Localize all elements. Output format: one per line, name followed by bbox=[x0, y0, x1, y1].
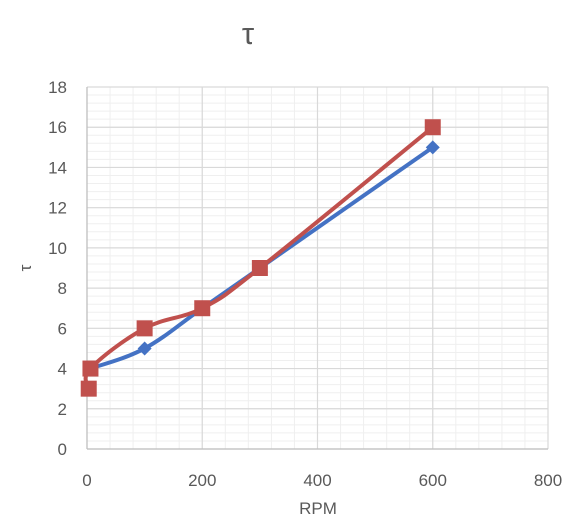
y-tick-label: 0 bbox=[58, 440, 67, 459]
y-axis-tick-labels: 0 2 4 6 8 10 12 14 16 18 bbox=[48, 78, 67, 459]
x-tick-label: 0 bbox=[82, 471, 91, 490]
y-tick-label: 14 bbox=[48, 158, 67, 177]
x-tick-label: 800 bbox=[534, 471, 562, 490]
series-2-square-marker bbox=[136, 320, 153, 337]
x-tick-label: 400 bbox=[303, 471, 331, 490]
x-tick-label: 600 bbox=[419, 471, 447, 490]
y-tick-label: 2 bbox=[58, 400, 67, 419]
series-layer bbox=[80, 119, 441, 397]
series-2 bbox=[80, 119, 441, 397]
series-2-line bbox=[83, 125, 435, 391]
y-tick-label: 8 bbox=[58, 279, 67, 298]
series-2-square-marker bbox=[251, 260, 268, 276]
series-1-diamond-marker bbox=[425, 140, 440, 155]
y-tick-label: 10 bbox=[48, 239, 67, 258]
series-1-diamond-marker bbox=[137, 341, 152, 356]
series-2-square-marker bbox=[424, 119, 441, 136]
y-tick-label: 16 bbox=[48, 118, 67, 137]
y-axis-title: τ bbox=[16, 264, 35, 271]
y-tick-label: 12 bbox=[48, 199, 67, 218]
series-2-square-marker bbox=[82, 360, 99, 377]
x-tick-label: 200 bbox=[188, 471, 216, 490]
y-tick-label: 6 bbox=[58, 319, 67, 338]
x-axis-tick-labels: 0 200 400 600 800 bbox=[82, 471, 562, 490]
series-2-square-marker bbox=[194, 300, 211, 317]
y-tick-label: 18 bbox=[48, 78, 67, 97]
y-tick-label: 4 bbox=[58, 360, 67, 379]
x-axis-title: RPM bbox=[299, 499, 337, 518]
chart-title: τ bbox=[242, 16, 254, 51]
series-2-square-marker bbox=[80, 380, 97, 397]
